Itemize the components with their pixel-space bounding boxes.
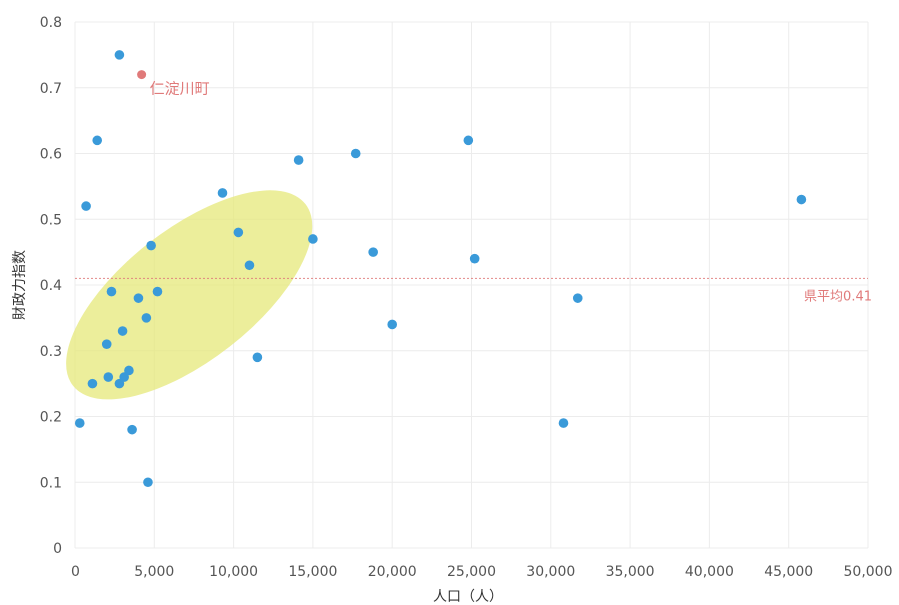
cluster-highlight-layer [66,190,313,400]
x-tick-label: 10,000 [209,564,258,580]
x-tick-label: 0 [71,564,80,580]
y-tick-label: 0.4 [40,278,62,294]
data-point [143,477,153,488]
data-point [796,194,807,205]
y-tick-label: 0.8 [40,15,62,31]
data-point [368,247,378,257]
x-tick-label: 35,000 [606,564,655,580]
data-point [103,372,114,382]
y-tick-label: 0 [53,541,62,557]
data-point [293,155,304,165]
x-tick-label: 5,000 [134,564,174,580]
y-tick-label: 0.3 [40,344,62,360]
data-point [127,424,137,435]
cluster-ellipse [66,190,313,400]
data-point [463,135,474,146]
data-point [146,240,156,251]
data-point [106,286,117,297]
x-axis-title: 人口（人） [433,589,503,605]
data-point [152,286,163,297]
average-line-layer: 県平均0.41 [75,277,872,304]
data-point [87,378,98,389]
x-tick-label: 15,000 [288,564,337,580]
data-point [244,260,255,271]
data-point [469,253,480,264]
x-tick-label: 20,000 [368,564,417,580]
data-point [233,227,244,238]
y-axis-ticks: 0 0.1 0.2 0.3 0.4 0.5 0.6 0.7 0.8 [40,15,62,557]
data-point [101,339,112,349]
x-tick-label: 50,000 [844,564,893,580]
data-point [133,293,144,303]
y-tick-label: 0.5 [40,212,62,228]
x-tick-label: 45,000 [764,564,813,580]
grid-lines [74,21,869,549]
highlight-layer: 仁淀川町 [137,70,210,98]
x-axis-ticks: 0 5,000 10,000 15,000 20,000 25,000 30,000 35,0… [71,564,893,580]
data-point [217,188,228,198]
data-point [141,313,152,323]
data-point [387,319,398,330]
y-tick-label: 0.2 [40,410,62,426]
data-point [114,50,125,60]
y-axis-title: 財政力指数 [12,250,28,320]
data-point [558,418,569,428]
y-tick-label: 0.7 [40,81,62,97]
x-tick-label: 30,000 [526,564,575,580]
data-point [117,326,128,336]
y-tick-label: 0.1 [40,475,62,491]
average-label: 県平均0.41 [804,289,872,304]
highlight-point [137,70,147,80]
data-point [81,201,91,211]
data-point [92,135,103,146]
data-point [74,418,85,428]
y-tick-label: 0.6 [40,147,62,163]
data-point [252,352,263,363]
data-point [350,148,361,159]
data-point [124,365,134,376]
highlight-label: 仁淀川町 [150,80,210,98]
data-point [572,293,583,303]
data-points [74,50,807,488]
data-point [308,234,318,244]
x-tick-label: 25,000 [447,564,496,580]
x-tick-label: 40,000 [685,564,734,580]
